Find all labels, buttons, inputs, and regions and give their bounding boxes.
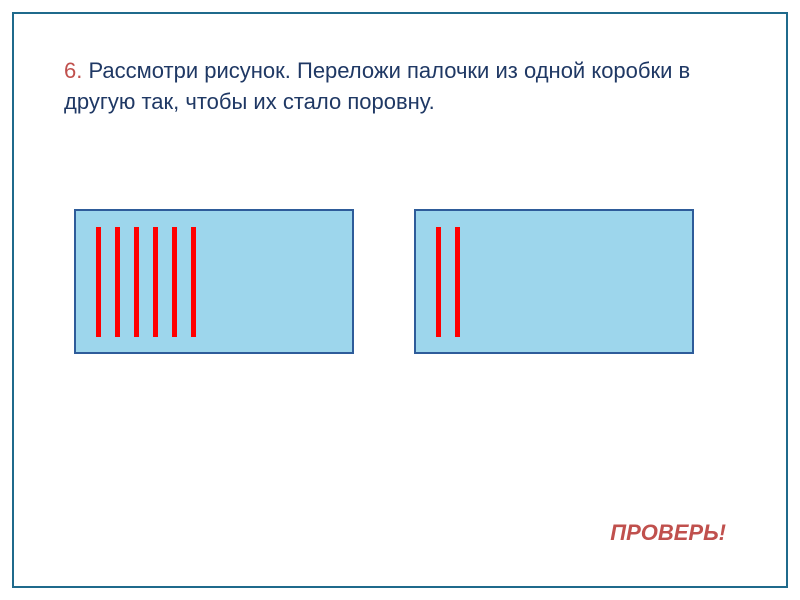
stick	[172, 227, 177, 337]
stick	[191, 227, 196, 337]
left-box	[74, 209, 354, 354]
stick	[115, 227, 120, 337]
boxes-container	[74, 209, 726, 354]
instruction-block: 6. Рассмотри рисунок. Переложи палочки и…	[64, 56, 736, 118]
stick	[96, 227, 101, 337]
stick	[134, 227, 139, 337]
right-box	[414, 209, 694, 354]
slide-frame: 6. Рассмотри рисунок. Переложи палочки и…	[12, 12, 788, 588]
stick	[455, 227, 460, 337]
instruction-number: 6.	[64, 58, 82, 83]
instruction-text: Рассмотри рисунок. Переложи палочки из о…	[64, 58, 690, 114]
stick	[153, 227, 158, 337]
stick	[436, 227, 441, 337]
check-button[interactable]: ПРОВЕРЬ!	[610, 520, 726, 546]
